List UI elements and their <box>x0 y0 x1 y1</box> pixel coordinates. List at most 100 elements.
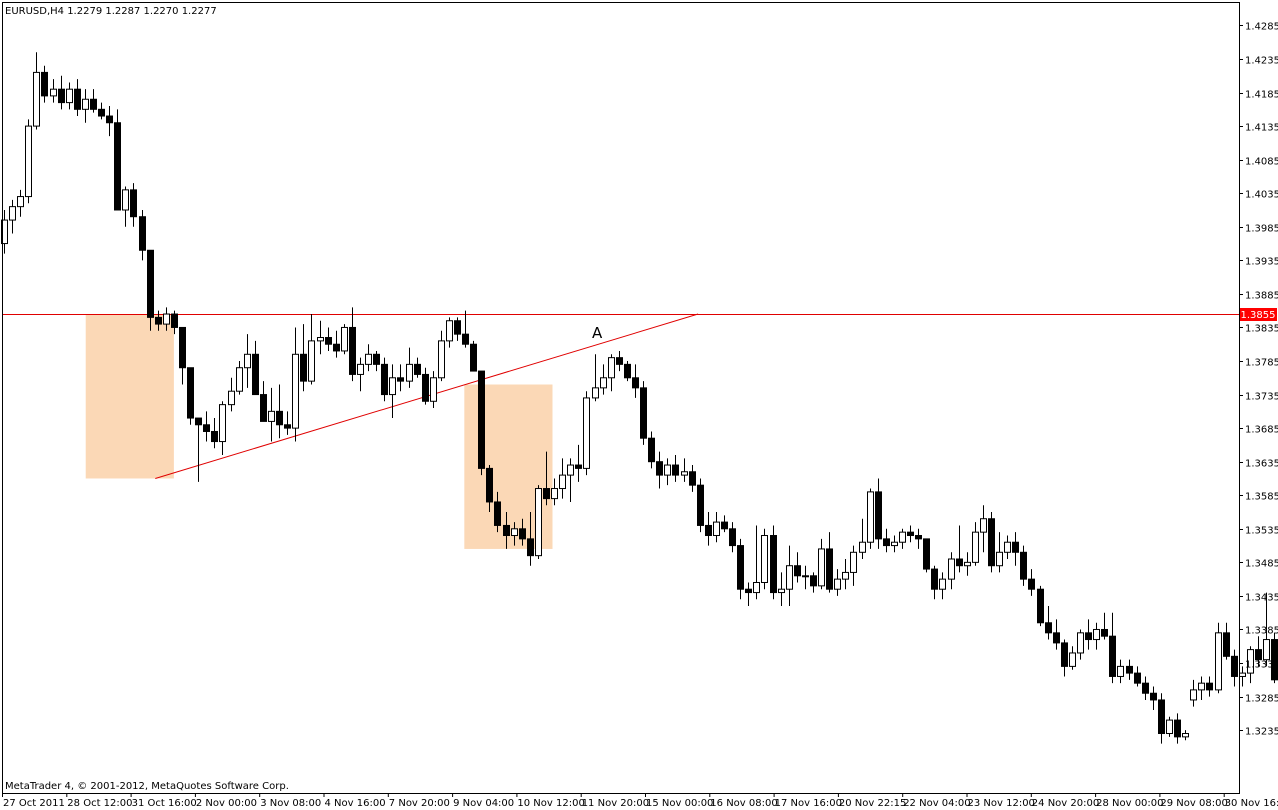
candle-6 <box>50 79 57 103</box>
candle-body-bear <box>875 491 882 540</box>
candle-54 <box>438 330 445 382</box>
candle-156 <box>1263 592 1270 667</box>
candle-body-bear <box>1223 632 1230 657</box>
candle-12 <box>98 102 105 120</box>
candle-41 <box>333 330 340 358</box>
candle-127 <box>1028 569 1035 596</box>
candle-body-bull <box>1069 652 1076 667</box>
candle-body-bull <box>1166 719 1173 735</box>
x-tick-label: 23 Nov 12:00 <box>968 798 1035 809</box>
candle-94 <box>761 528 768 590</box>
level-price-tag: 1.3855 <box>1240 308 1277 321</box>
candle-40 <box>325 327 332 351</box>
candle-73 <box>592 354 599 402</box>
candle-body-bull <box>308 340 315 382</box>
candle-body-bull <box>122 189 129 211</box>
y-tick-label: 1.3235 <box>1245 727 1278 738</box>
candle-body-bear <box>1037 588 1044 624</box>
candle-body-bull <box>980 518 987 533</box>
candle-body-bear <box>1206 682 1213 691</box>
candle-body-bear <box>284 424 291 429</box>
candle-body-bear <box>422 373 429 402</box>
candle-body-bear <box>729 528 736 547</box>
candle-body-bull <box>859 541 866 553</box>
candle-102 <box>826 532 833 593</box>
candle-123 <box>996 532 1003 573</box>
candle-86 <box>697 478 704 533</box>
candle-155 <box>1255 636 1262 667</box>
candle-7 <box>58 75 65 110</box>
candle-body-bear <box>1150 692 1157 701</box>
candle-body-bear <box>58 88 65 104</box>
candle-24 <box>195 417 202 482</box>
candle-82 <box>664 458 671 486</box>
x-tick-label: 29 Nov 08:00 <box>1160 798 1227 809</box>
candle-body-bull <box>1239 672 1246 677</box>
candle-body-bear <box>1255 649 1262 661</box>
candle-body-bull <box>778 588 785 594</box>
candle-body-bull <box>664 464 671 476</box>
candle-body-bear <box>907 531 914 537</box>
candle-4 <box>33 52 40 130</box>
candle-81 <box>656 451 663 489</box>
candle-body-bear <box>648 437 655 463</box>
candle-2 <box>17 189 24 217</box>
candle-body-bear <box>543 488 550 500</box>
y-tick-label: 1.4285 <box>1245 22 1278 33</box>
candle-body-bull <box>50 88 57 97</box>
candle-body-bear <box>414 363 421 375</box>
candle-body-bull <box>438 340 445 379</box>
candle-119 <box>964 552 971 576</box>
y-tick-label: 1.3285 <box>1245 694 1278 705</box>
candle-body-bull <box>850 551 857 573</box>
candle-body-bull <box>608 357 615 379</box>
candle-body-bull <box>17 196 24 208</box>
candle-137 <box>1109 612 1116 684</box>
candle-95 <box>770 525 777 600</box>
candle-37 <box>300 324 307 392</box>
candle-26 <box>211 418 218 449</box>
candle-66 <box>535 485 542 560</box>
candle-body-bear <box>883 538 890 547</box>
candle-body-bear <box>1158 699 1165 735</box>
candle-body-bear <box>656 461 663 476</box>
candle-72 <box>583 391 590 476</box>
candle-body-bull <box>1198 682 1205 691</box>
y-tick-label: 1.3635 <box>1245 459 1278 470</box>
x-tick-label: 20 Nov 22:15 <box>839 798 906 809</box>
candle-35 <box>284 411 291 435</box>
candle-30 <box>244 334 251 388</box>
y-tick-label: 1.3385 <box>1245 626 1278 637</box>
candle-101 <box>818 538 825 590</box>
candle-body-bear <box>276 410 283 426</box>
candle-body-bull <box>341 326 348 352</box>
y-tick-label: 1.3335 <box>1245 660 1278 671</box>
candle-body-bull <box>786 565 793 590</box>
y-tick-label: 1.3985 <box>1245 224 1278 235</box>
x-tick-label: 3 Nov 08:00 <box>260 798 321 809</box>
candle-body-bear <box>931 568 938 590</box>
candle-62 <box>503 512 510 549</box>
candle-10 <box>82 89 89 123</box>
x-tick-label: 31 Oct 16:00 <box>132 798 197 809</box>
candle-body-bear <box>195 417 202 426</box>
candle-body-bear <box>737 545 744 590</box>
candle-125 <box>1012 532 1019 566</box>
candle-body-bear <box>519 528 526 540</box>
candle-139 <box>1126 659 1133 680</box>
candle-85 <box>689 465 696 492</box>
candle-107 <box>867 488 874 549</box>
candle-body-bear <box>1085 632 1092 641</box>
y-tick-label: 1.3885 <box>1245 291 1278 302</box>
candle-5 <box>41 65 48 103</box>
candle-55 <box>446 317 453 348</box>
candle-31 <box>252 340 259 396</box>
candle-body-bull <box>511 528 518 537</box>
y-tick-label: 1.3785 <box>1245 358 1278 369</box>
candle-21 <box>171 310 178 335</box>
x-tick-label: 27 Oct 2011 <box>3 798 65 809</box>
candle-18 <box>147 249 154 331</box>
candle-147 <box>1190 679 1197 707</box>
copyright-footer: MetaTrader 4, © 2001-2012, MetaQuotes So… <box>5 781 289 792</box>
